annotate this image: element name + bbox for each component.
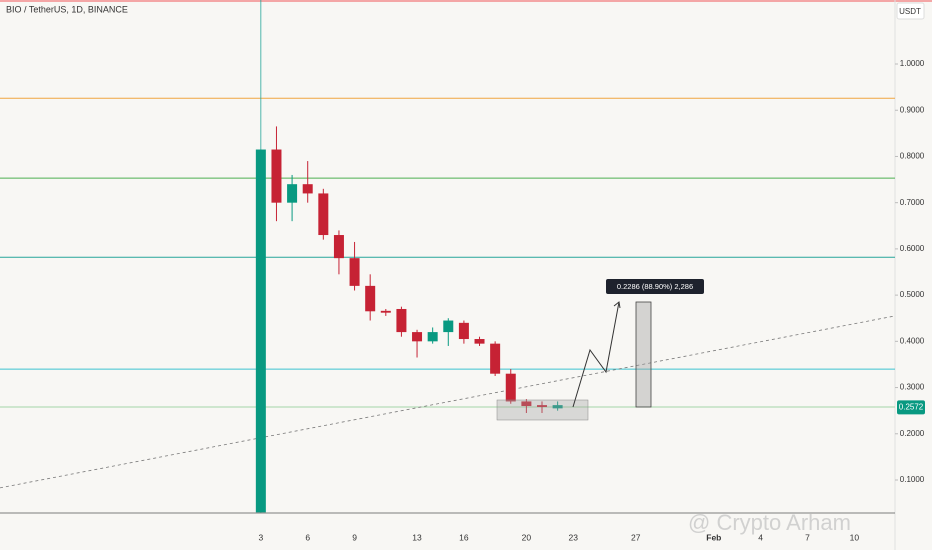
y-tick-label: 0.2000 [900, 429, 925, 438]
candle-body [521, 401, 532, 407]
y-tick-label: 1.0000 [900, 59, 925, 68]
x-tick-label: 27 [631, 532, 641, 542]
y-tick-label: 0.7000 [900, 198, 925, 207]
x-tick-label: 20 [522, 532, 532, 542]
measure-label-box [606, 279, 704, 294]
candle-body [287, 184, 298, 203]
x-tick-label: 3 [258, 532, 263, 542]
y-tick-label: 0.9000 [900, 105, 925, 114]
range-box [496, 399, 589, 421]
x-tick-label: 4 [758, 532, 763, 542]
candle-body [490, 343, 501, 374]
y-tick-label: 0.8000 [900, 152, 925, 161]
candle-body [505, 373, 516, 402]
x-tick-label: Feb [706, 532, 721, 542]
chart-title: BIO / TetherUS, 1D, BINANCE [6, 4, 128, 14]
measure-box [635, 301, 652, 408]
x-tick-label: 13 [412, 532, 422, 542]
candle-body [302, 184, 313, 194]
candle-body [536, 405, 547, 407]
x-tick-label: 7 [805, 532, 810, 542]
candle-body [474, 339, 485, 344]
candle-body [333, 235, 344, 259]
plot: 0.1000 0.2000 0.3000 0.4000 0.5000 0.6000 0.70… [0, 0, 925, 542]
candle-body [427, 332, 438, 342]
arrow-head [613, 301, 621, 309]
last-price-label: 0.2572 [899, 402, 924, 411]
x-tick-label: 9 [352, 532, 357, 542]
measure-label: 0.2286 (88.90%) 2,286 [617, 282, 693, 291]
candle-body [365, 285, 376, 312]
last-price-box [897, 400, 925, 415]
projection-arrow [572, 301, 620, 408]
candle-body [552, 405, 563, 409]
x-tick-label: 23 [569, 532, 579, 542]
candle-body [458, 322, 469, 340]
candle-body [349, 258, 360, 286]
unit-label: USDT [899, 7, 921, 16]
y-tick-label: 0.3000 [900, 383, 925, 392]
x-tick-label: 16 [459, 532, 469, 542]
watermark: @ Crypto Arham [688, 510, 851, 535]
candle-body [443, 320, 454, 333]
candle-body [255, 149, 266, 513]
y-tick-label: 0.4000 [900, 336, 925, 345]
x-tick-label: 10 [850, 532, 860, 542]
unit-box [896, 2, 925, 20]
candle-body [380, 310, 391, 313]
candle-body [396, 308, 407, 333]
candle-body [318, 193, 329, 236]
y-tick-label: 0.6000 [900, 244, 925, 253]
candle-body [271, 149, 282, 203]
x-tick-label: 6 [305, 532, 310, 542]
trend-line [0, 315, 896, 489]
candle-body [412, 332, 423, 342]
y-tick-label: 0.1000 [900, 475, 925, 484]
y-tick-label: 0.5000 [900, 290, 925, 299]
